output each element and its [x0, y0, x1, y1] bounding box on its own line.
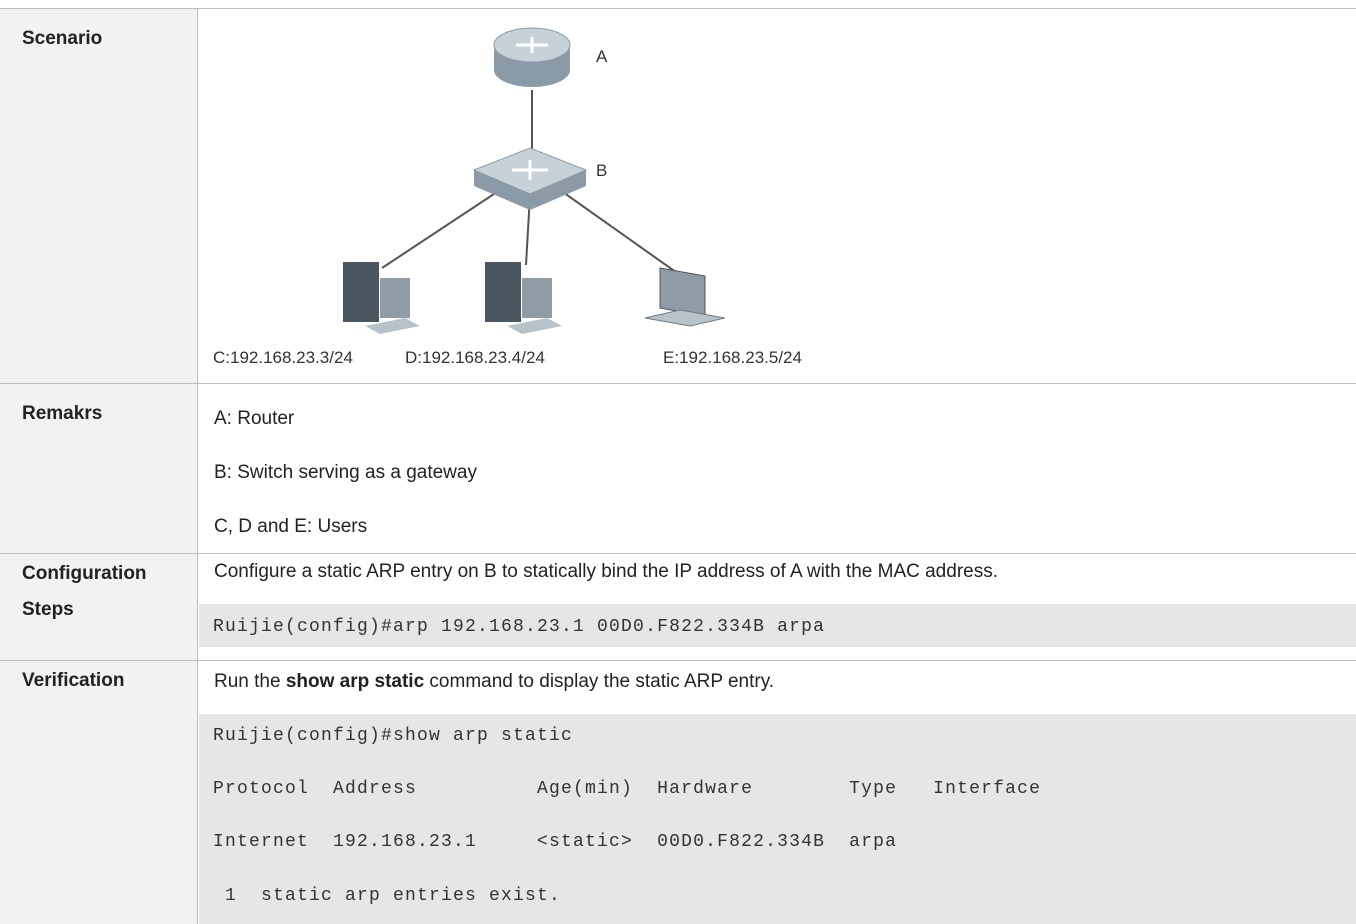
diagram-cell: A B C:192.168.23.3/24 D:192.168.23.4/24 …	[198, 9, 1356, 384]
link	[559, 189, 681, 276]
pc-icon	[485, 262, 562, 334]
code-line: Protocol Address Age(min) Hardware Type …	[213, 779, 1042, 799]
text-run: Run the	[214, 671, 286, 692]
row-header: Verification	[0, 661, 198, 924]
link	[381, 189, 501, 269]
remarks-cell	[198, 384, 1356, 554]
row-header: Remakrs	[0, 384, 198, 554]
node-label: C:192.168.23.3/24	[213, 348, 353, 367]
switch-icon	[472, 147, 588, 210]
code-line: Ruijie(config)#arp 192.168.23.1 00D0.F82…	[213, 617, 826, 637]
code-line: 1 static arp entries exist.	[213, 886, 562, 906]
command: show arp static	[285, 671, 425, 692]
text-run: command to display the static ARP entry.	[424, 671, 775, 692]
code-line: Internet 192.168.23.1 <static> 00D0.F822…	[213, 832, 898, 852]
verify-text: Run the show arp static command to displ…	[214, 671, 774, 693]
remark-line: B: Switch serving as a gateway	[214, 462, 477, 483]
code-block: Ruijie(config)#show arp static Protocol …	[199, 714, 1356, 924]
network-diagram: A B C:192.168.23.3/24 D:192.168.23.4/24 …	[213, 27, 802, 367]
row-header: Configuration Steps	[0, 554, 198, 661]
code-block: Ruijie(config)#arp 192.168.23.1 00D0.F82…	[199, 604, 1356, 647]
config-cell	[198, 554, 1356, 661]
remark-line: A: Router	[214, 408, 295, 429]
node-label: B	[596, 161, 607, 180]
router-icon	[493, 27, 571, 87]
node-label: D:192.168.23.4/24	[405, 348, 545, 367]
row-header: Scenario	[0, 9, 198, 384]
step-text: Configure a static ARP entry on B to sta…	[214, 561, 998, 582]
node-label: E:192.168.23.5/24	[663, 348, 802, 367]
laptop-icon	[644, 267, 726, 327]
table-top	[0, 8, 1356, 9]
remark-line: C, D and E: Users	[214, 516, 368, 537]
node-label: A	[596, 47, 608, 66]
pc-icon	[343, 262, 420, 334]
code-line: Ruijie(config)#show arp static	[213, 726, 574, 746]
